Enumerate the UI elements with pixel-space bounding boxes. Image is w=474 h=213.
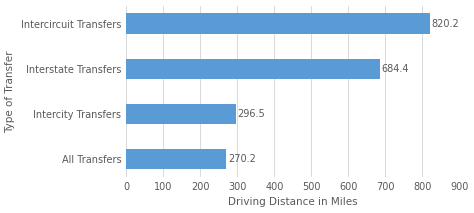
Text: 684.4: 684.4 xyxy=(381,64,409,74)
Bar xyxy=(127,149,226,169)
Bar xyxy=(127,59,380,79)
Text: 270.2: 270.2 xyxy=(228,154,255,164)
X-axis label: Driving Distance in Miles: Driving Distance in Miles xyxy=(228,197,357,207)
Y-axis label: Type of Transfer: Type of Transfer xyxy=(6,50,16,132)
Text: 296.5: 296.5 xyxy=(237,109,265,119)
Bar xyxy=(127,104,236,124)
Text: 820.2: 820.2 xyxy=(431,19,459,29)
Bar xyxy=(127,13,430,34)
